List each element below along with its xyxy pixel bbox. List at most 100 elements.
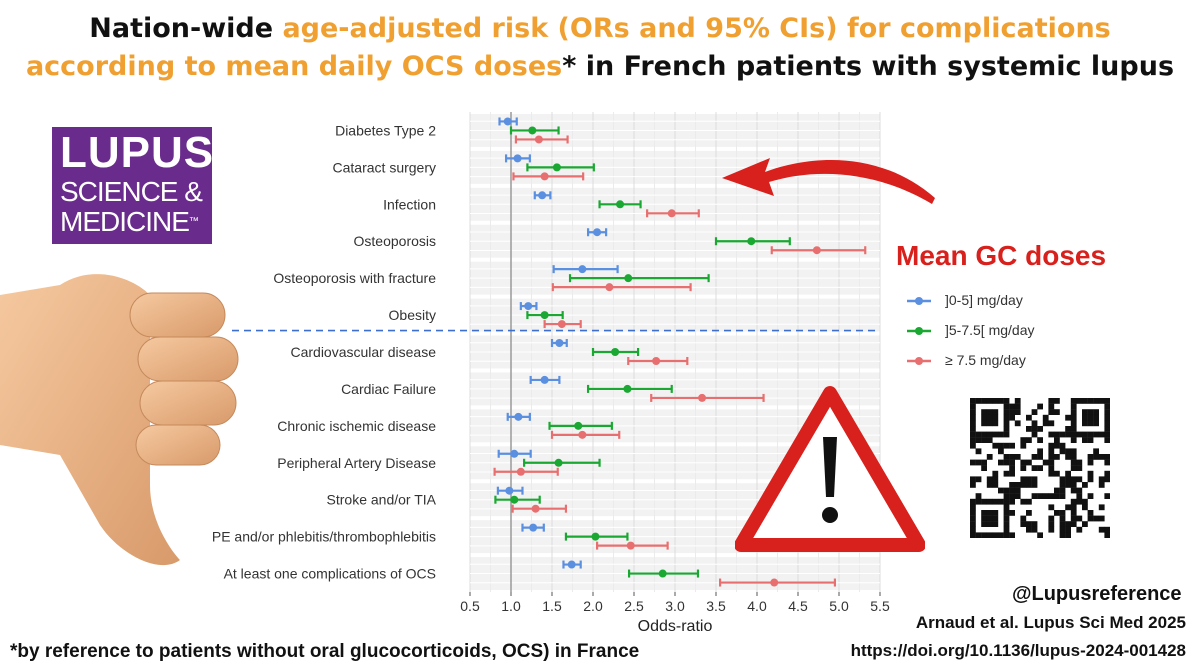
qr-module — [1048, 403, 1055, 410]
or-point — [557, 320, 566, 329]
qr-module — [1093, 409, 1099, 415]
qr-module — [1098, 526, 1105, 533]
qr-module — [1070, 498, 1077, 505]
page-title: Nation-wide age-adjusted risk (ORs and 9… — [0, 10, 1200, 86]
qr-module — [1031, 482, 1038, 488]
qr-module — [1065, 426, 1071, 432]
or-point — [514, 412, 523, 421]
category-label: At least one complications of OCS — [224, 566, 436, 582]
qr-module — [1003, 454, 1010, 460]
category-label: Osteoporosis with fracture — [273, 270, 436, 286]
qr-module — [1014, 482, 1021, 488]
qr-module — [992, 515, 999, 522]
qr-module — [986, 454, 993, 460]
qr-module — [981, 409, 987, 415]
qr-module — [1093, 515, 1099, 522]
or-point — [567, 560, 576, 569]
qr-module — [970, 442, 976, 449]
qr-module — [992, 521, 999, 527]
qr-module — [1037, 532, 1043, 538]
qr-module — [1065, 454, 1071, 460]
category-label: Stroke and/or TIA — [327, 492, 437, 508]
qr-module — [1070, 437, 1077, 443]
qr-module — [1048, 442, 1055, 449]
x-tick-label: 2.5 — [624, 598, 644, 614]
or-point — [540, 172, 549, 181]
qr-module — [998, 398, 1004, 404]
qr-module — [970, 420, 976, 427]
or-point — [513, 154, 522, 163]
qr-module — [981, 459, 987, 466]
legend-swatch-high — [907, 357, 931, 365]
qr-module — [1070, 510, 1077, 516]
qr-module — [1009, 532, 1015, 538]
x-tick-label: 1.5 — [542, 598, 562, 614]
qr-module — [1065, 532, 1071, 538]
qr-module — [1054, 510, 1060, 516]
qr-module — [970, 403, 976, 410]
or-point — [538, 191, 547, 200]
x-tick-label: 2.0 — [583, 598, 603, 614]
qr-module — [1003, 526, 1010, 533]
qr-module — [1003, 459, 1010, 466]
category-label: Obesity — [389, 307, 436, 323]
or-point — [611, 348, 620, 356]
qr-module — [1031, 426, 1038, 432]
qr-module — [1009, 470, 1015, 477]
qr-module — [1020, 465, 1027, 471]
qr-module — [1104, 476, 1110, 483]
or-point — [770, 578, 779, 587]
qr-module — [1014, 487, 1021, 494]
qr-module — [1031, 526, 1038, 533]
legend-swatch-mid — [907, 327, 931, 335]
logo-line-2: SCIENCE & — [60, 176, 203, 207]
qr-module — [1048, 459, 1055, 466]
qr-module — [998, 442, 1004, 449]
qr-module — [992, 476, 999, 483]
or-point — [531, 504, 540, 513]
qr-module — [970, 431, 976, 438]
qr-module — [1003, 532, 1010, 538]
doi-link[interactable]: https://doi.org/10.1136/lupus-2024-00142… — [850, 641, 1186, 660]
qr-module — [1048, 504, 1055, 511]
qr-module — [986, 437, 993, 443]
qr-module — [970, 459, 976, 466]
qr-module — [1031, 476, 1038, 483]
qr-module — [1003, 493, 1010, 499]
or-point — [593, 228, 602, 237]
qr-module — [970, 476, 976, 483]
qr-module — [970, 510, 976, 516]
qr-module — [1093, 398, 1099, 404]
title-part-3: according to mean daily OCS doses — [25, 51, 563, 82]
qr-module — [970, 409, 976, 415]
qr-module — [1059, 510, 1066, 516]
qr-module — [1065, 504, 1071, 511]
qr-module — [1082, 437, 1088, 443]
qr-module — [975, 398, 982, 404]
or-point — [540, 375, 549, 384]
qr-module — [1087, 515, 1094, 522]
category-label: PE and/or phlebitis/thrombophlebitis — [212, 529, 436, 545]
qr-module — [970, 504, 976, 511]
qr-module — [1076, 431, 1083, 438]
or-point — [747, 237, 756, 246]
qr-module — [1054, 409, 1060, 415]
qr-module — [1059, 431, 1066, 438]
qr-module — [1014, 398, 1021, 404]
qr-module — [1003, 398, 1010, 404]
qr-module — [1070, 448, 1077, 455]
qr-module — [981, 398, 987, 404]
x-tick-label: 5.0 — [829, 598, 849, 614]
journal-logo: LUPUS SCIENCE & MEDICINE™ — [52, 127, 213, 244]
qr-module — [1070, 459, 1077, 466]
qr-module — [1070, 398, 1077, 404]
qr-module — [970, 526, 976, 533]
qr-module — [1009, 465, 1015, 471]
qr-module — [1070, 482, 1077, 488]
qr-module — [992, 414, 999, 421]
qr-module — [970, 482, 976, 488]
qr-module — [1037, 437, 1043, 443]
or-point — [578, 430, 587, 439]
qr-module — [1082, 482, 1088, 488]
qr-module — [1026, 526, 1032, 533]
